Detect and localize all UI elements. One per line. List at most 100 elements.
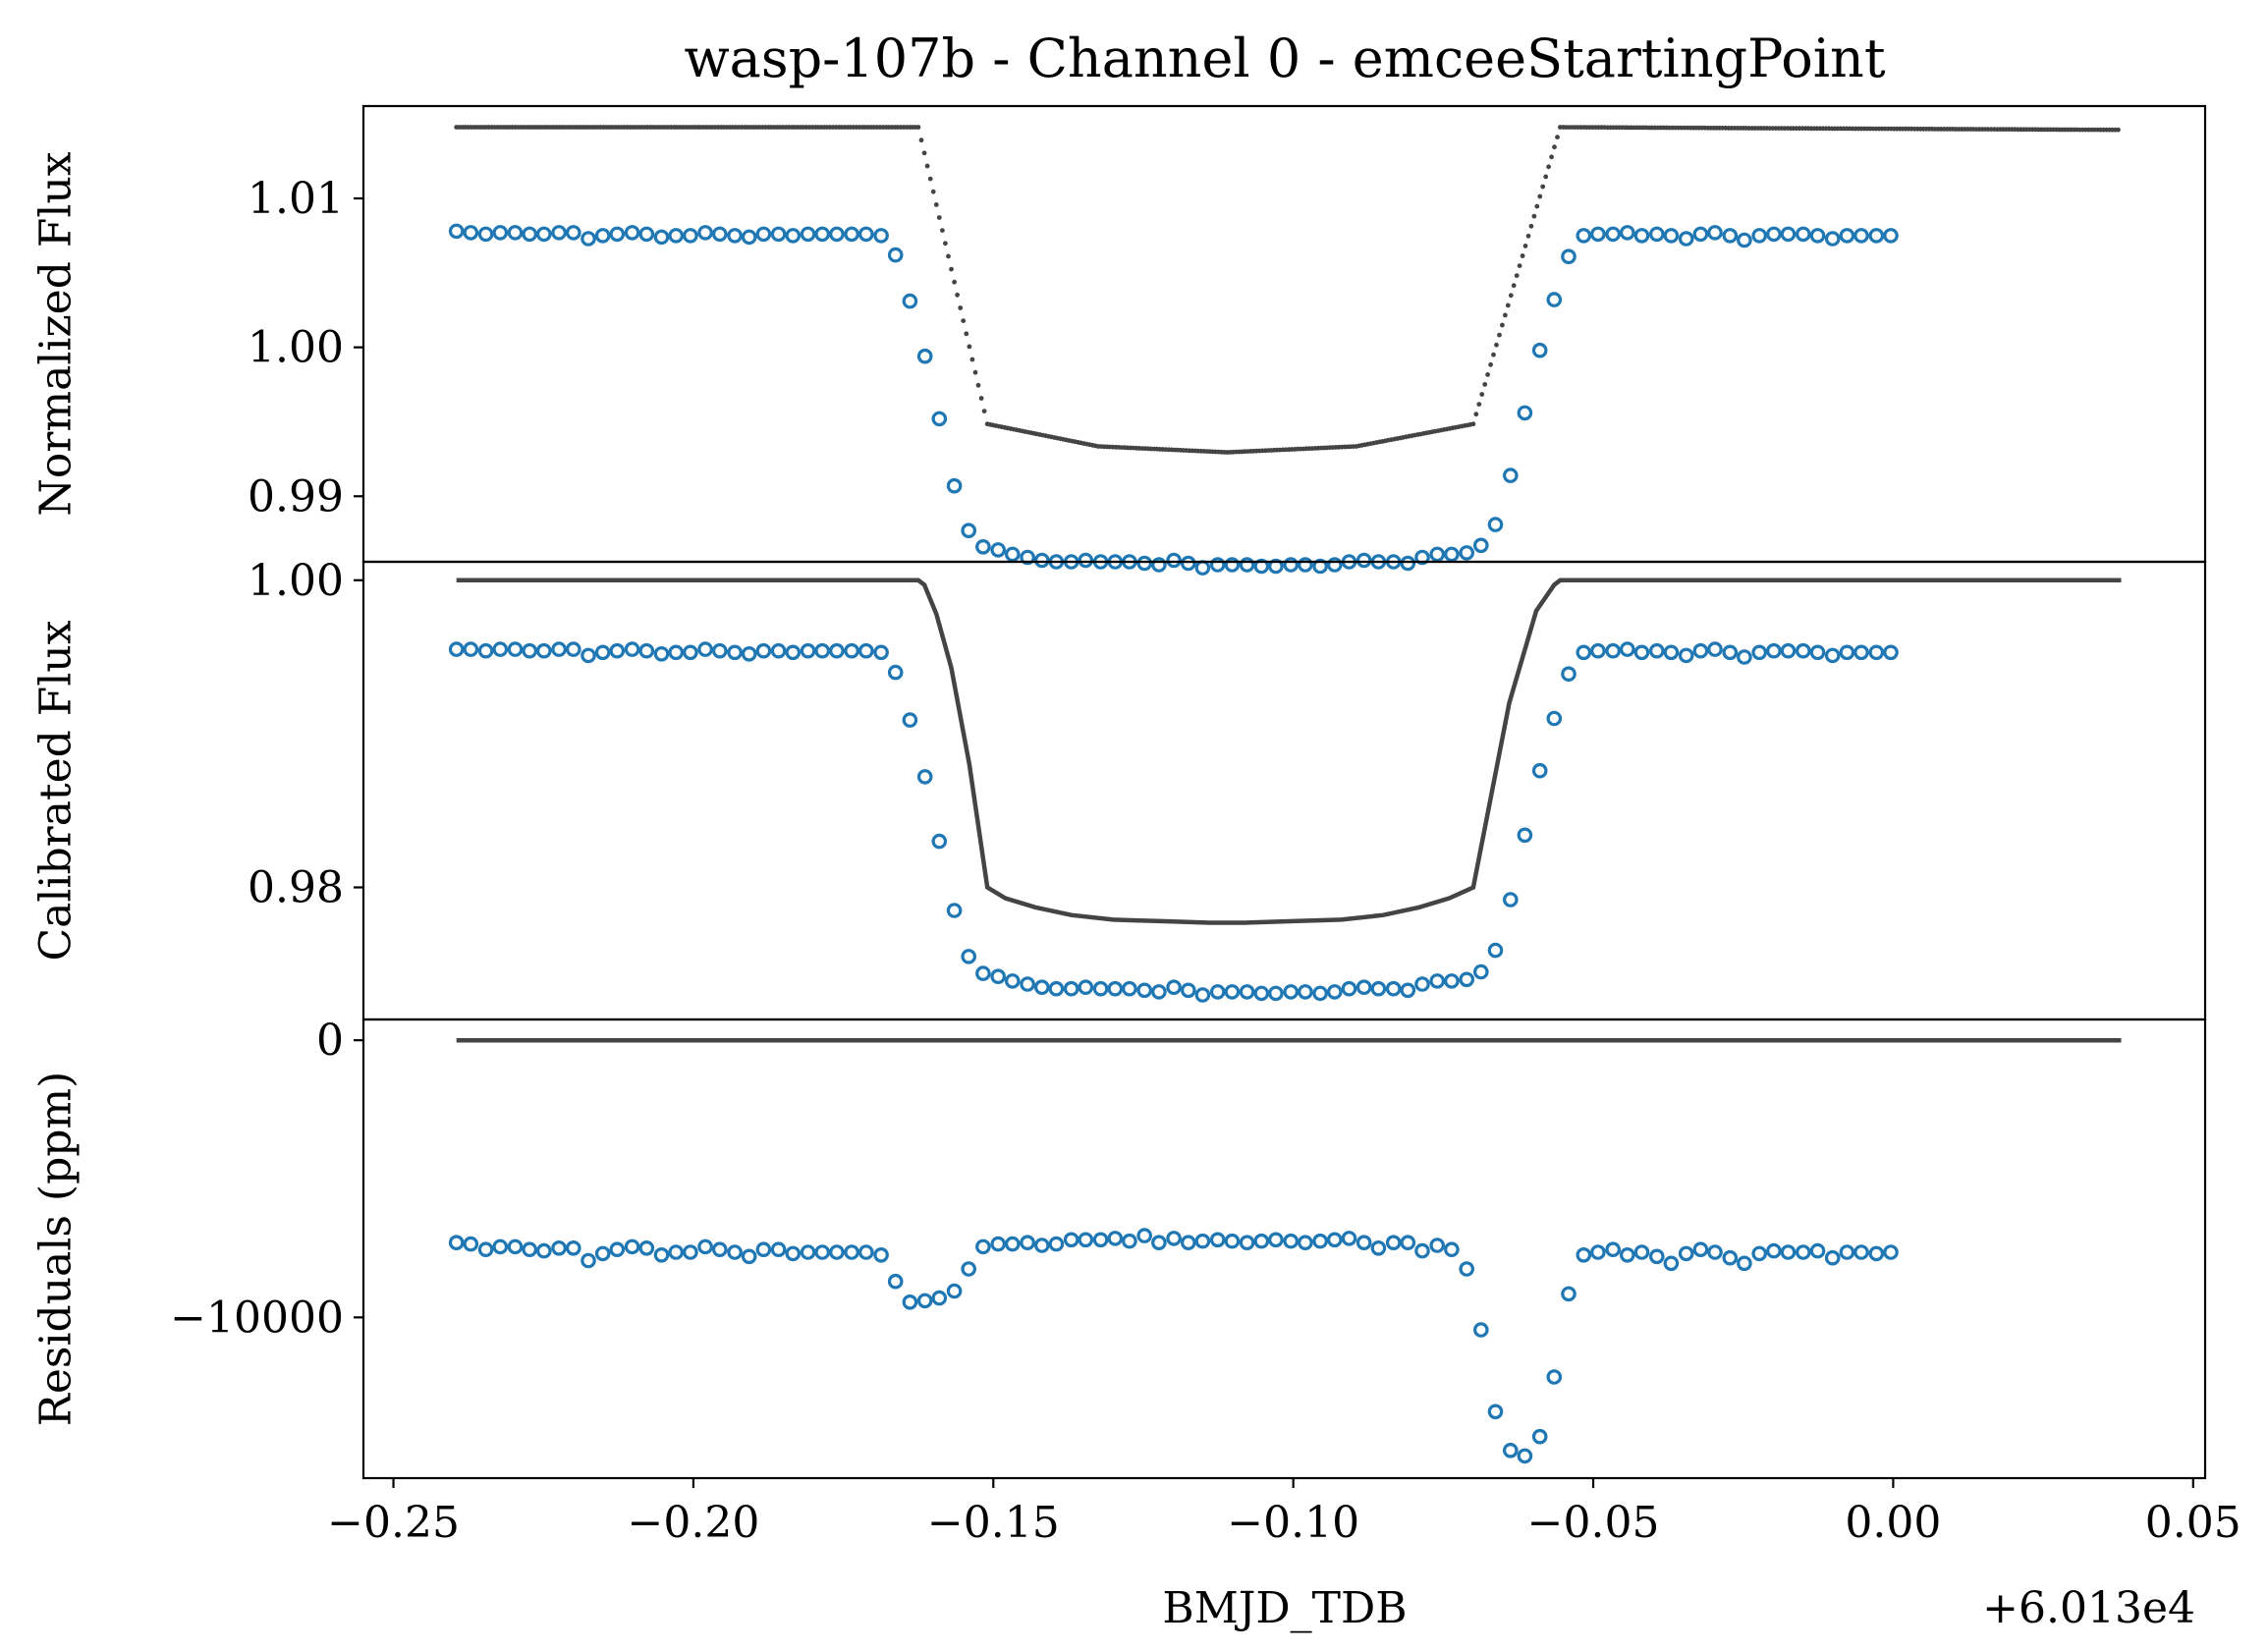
model-point: [927, 176, 933, 182]
data-point: [565, 1240, 581, 1256]
data-point: [683, 644, 698, 661]
data-point: [800, 1244, 816, 1260]
data-point: [961, 949, 976, 964]
data-point: [668, 644, 684, 661]
data-point: [1796, 1244, 1811, 1260]
data-point: [581, 647, 596, 664]
data-point: [1590, 642, 1606, 659]
data-point: [741, 645, 757, 662]
data-point: [1590, 1244, 1606, 1260]
data-point: [1327, 984, 1343, 1000]
data-point: [1181, 982, 1196, 999]
data-point: [1034, 1238, 1050, 1253]
data-point: [1355, 979, 1372, 995]
x-tick-label: 0.05: [2145, 1498, 2241, 1548]
data-point: [1487, 517, 1504, 532]
data-point: [1561, 1286, 1577, 1302]
data-point: [1766, 642, 1782, 659]
data-point: [1546, 292, 1563, 307]
data-point: [1459, 1261, 1474, 1277]
data-point: [1503, 468, 1519, 483]
data-point: [711, 642, 728, 659]
data-point: [1136, 555, 1152, 572]
x-tick-label: 0.00: [1845, 1498, 1941, 1548]
data-point: [1561, 248, 1577, 265]
data-point: [1151, 1235, 1167, 1250]
data-point: [1414, 1242, 1430, 1259]
data-point: [1414, 549, 1430, 566]
data-point: [624, 1238, 640, 1255]
data-point: [916, 1293, 933, 1309]
model-point: [936, 215, 942, 220]
model-point: [1555, 135, 1560, 140]
data-point: [1487, 1403, 1504, 1420]
data-point: [1487, 942, 1504, 959]
data-point: [814, 642, 830, 659]
data-point: [463, 225, 479, 241]
data-point: [1224, 1233, 1241, 1249]
data-point: [1253, 985, 1270, 1002]
data-point: [1400, 1235, 1416, 1250]
model-curve-normalized: [454, 125, 2121, 455]
data-point: [448, 641, 465, 657]
data-point: [785, 1245, 802, 1262]
data-point: [1853, 1244, 1869, 1260]
data-point: [727, 644, 743, 661]
data-point: [1341, 980, 1357, 997]
data-point: [1853, 644, 1869, 661]
data-point: [1063, 1232, 1079, 1248]
data-point: [1796, 226, 1811, 243]
data-point: [902, 293, 918, 309]
data-point: [857, 226, 874, 243]
data-point: [755, 226, 772, 243]
data-point: [755, 642, 772, 659]
data-point: [887, 664, 904, 681]
data-point: [873, 644, 889, 661]
data-point: [1780, 642, 1797, 659]
data-point: [1268, 1232, 1284, 1248]
data-point: [1503, 892, 1519, 908]
data-point: [1151, 557, 1167, 573]
data-point: [844, 642, 859, 659]
data-point: [1092, 1232, 1109, 1248]
data-point: [975, 538, 991, 555]
data-point: [477, 1241, 494, 1257]
data-point: [683, 1244, 698, 1260]
data-point: [507, 1238, 524, 1255]
data-point: [785, 644, 802, 661]
data-point: [857, 642, 874, 659]
y-tick-label: −10000: [170, 1293, 344, 1343]
data-point: [1590, 226, 1606, 243]
data-point: [522, 1241, 537, 1257]
data-point: [1444, 546, 1460, 563]
data-point: [1048, 980, 1065, 997]
axes-frame-residuals: [361, 1018, 2207, 1480]
data-point: [857, 1244, 874, 1260]
data-point: [1780, 1244, 1797, 1260]
model-point: [1534, 203, 1540, 209]
data-point: [1678, 231, 1694, 247]
data-point: [1239, 557, 1255, 573]
data-point: [975, 1238, 991, 1255]
data-point: [1166, 1231, 1182, 1246]
data-point: [1883, 228, 1899, 244]
data-point: [697, 225, 713, 241]
model-point: [2116, 127, 2121, 133]
data-point: [507, 225, 524, 241]
data-point: [477, 226, 494, 243]
data-series-residuals: [448, 1228, 1899, 1464]
data-point: [829, 226, 845, 243]
data-point: [1531, 762, 1548, 779]
data-point: [1429, 1238, 1445, 1253]
data-point: [1839, 1244, 1855, 1260]
data-point: [1194, 1233, 1211, 1249]
data-point: [1327, 557, 1343, 573]
data-point: [463, 641, 479, 657]
model-point: [958, 305, 964, 310]
data-point: [653, 645, 670, 662]
model-point: [1497, 332, 1502, 338]
data-point: [1370, 980, 1387, 997]
model-point: [1546, 164, 1551, 170]
data-point: [1737, 649, 1752, 665]
data-point: [551, 641, 567, 657]
